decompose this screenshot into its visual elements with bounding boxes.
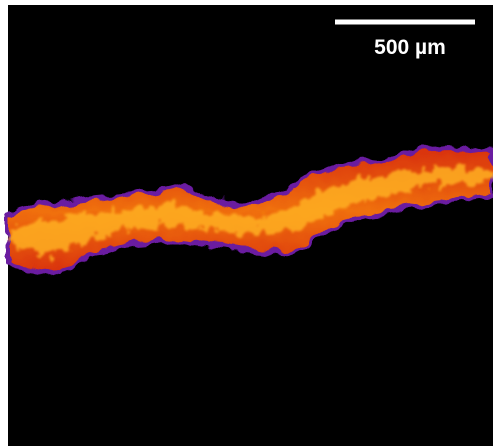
scale-bar-label: 500 µm [374, 36, 446, 59]
bright-core [12, 168, 490, 255]
